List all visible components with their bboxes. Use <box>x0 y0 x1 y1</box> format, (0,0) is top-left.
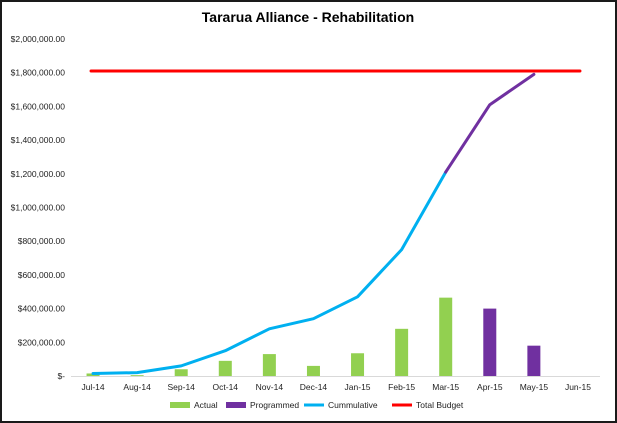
y-tick-label: $1,200,000.00 <box>11 169 66 179</box>
legend-label: Cummulative <box>328 400 378 410</box>
y-axis: $- $200,000.00 $400,000.00 $600,000.00 $800,… <box>11 34 66 381</box>
line-cummulative <box>91 170 448 375</box>
y-tick-label: $1,400,000.00 <box>11 135 66 145</box>
bar-series <box>86 297 541 376</box>
bar-actual <box>218 360 232 376</box>
line-series <box>89 69 582 375</box>
legend-swatch <box>226 402 246 408</box>
x-tick-label: Dec-14 <box>300 382 328 392</box>
y-tick-label: $600,000.00 <box>18 270 66 280</box>
y-tick-label: $2,000,000.00 <box>11 34 66 44</box>
line-cummulative-programmed <box>444 72 536 174</box>
legend-label: Total Budget <box>416 400 464 410</box>
y-tick-label: $400,000.00 <box>18 304 66 314</box>
legend-label: Programmed <box>250 400 299 410</box>
x-tick-label: Jul-14 <box>81 382 104 392</box>
y-tick-label: $800,000.00 <box>18 236 66 246</box>
x-tick-label: Oct-14 <box>213 382 239 392</box>
bar-actual <box>351 353 365 376</box>
x-tick-label: Jan-15 <box>345 382 371 392</box>
x-tick-label: Sep-14 <box>167 382 195 392</box>
x-tick-label: Feb-15 <box>388 382 415 392</box>
x-tick-label: Nov-14 <box>256 382 284 392</box>
y-tick-label: $200,000.00 <box>18 337 66 347</box>
y-tick-label: $1,800,000.00 <box>11 68 66 78</box>
bar-actual <box>306 365 320 376</box>
y-tick-label: $1,000,000.00 <box>11 203 66 213</box>
x-tick-label: Jun-15 <box>565 382 591 392</box>
bar-actual <box>439 297 453 376</box>
bar-actual <box>262 354 276 376</box>
chart-title: Tararua Alliance - Rehabilitation <box>202 9 414 25</box>
bar-actual <box>130 375 144 376</box>
bar-actual <box>395 328 409 376</box>
x-tick-label: Aug-14 <box>123 382 151 392</box>
legend-swatch <box>170 402 190 408</box>
bar-actual <box>174 369 188 376</box>
y-tick-label: $- <box>57 371 65 381</box>
x-tick-label: May-15 <box>520 382 549 392</box>
bar-programmed <box>483 308 497 376</box>
legend-label: Actual <box>194 400 218 410</box>
bar-programmed <box>527 345 541 376</box>
y-tick-label: $1,600,000.00 <box>11 101 66 111</box>
x-tick-label: Apr-15 <box>477 382 503 392</box>
x-tick-label: Mar-15 <box>432 382 459 392</box>
x-axis: Jul-14 Aug-14 Sep-14 Oct-14 Nov-14 Dec-14 Jan-… <box>71 376 600 392</box>
legend: Actual Programmed Cummulative Total Budget <box>170 400 464 410</box>
